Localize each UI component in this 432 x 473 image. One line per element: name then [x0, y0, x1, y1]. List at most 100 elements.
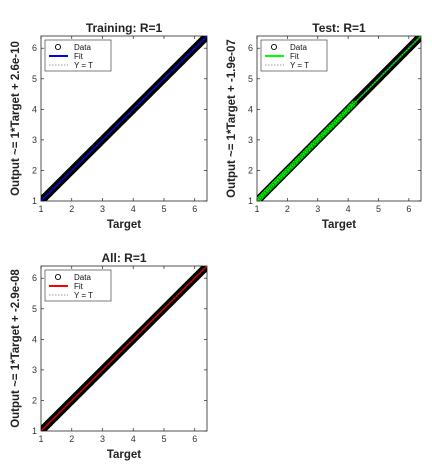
fit-overlay-marker: [291, 160, 297, 167]
y-tick-label: 1: [248, 196, 253, 206]
x-tick-label: 2: [69, 434, 74, 444]
fit-overlay-marker: [311, 141, 317, 147]
legend-entry-label: Y = T: [290, 61, 309, 70]
legend-entry-label: Fit: [74, 52, 84, 61]
fit-overlay-marker: [340, 112, 346, 118]
x-tick-label: 1: [38, 434, 43, 444]
fit-overlay-marker: [260, 191, 267, 198]
x-tick-label: 4: [346, 204, 351, 214]
data-layer: [41, 36, 207, 201]
fit-overlay-marker: [351, 100, 357, 106]
x-tick-label: 5: [161, 434, 166, 444]
y-tick-label: 3: [32, 135, 37, 145]
panel-title: Training: R=1: [86, 21, 163, 35]
data-point: [415, 36, 421, 42]
fit-overlay-marker: [345, 107, 351, 113]
fit-overlay-marker: [319, 133, 325, 139]
fit-overlay-marker: [257, 198, 260, 201]
x-axis-label: Target: [107, 449, 141, 461]
fit-overlay-marker: [335, 116, 341, 123]
fit-overlay-marker: [332, 120, 338, 126]
x-tick-label: 4: [131, 204, 136, 214]
regression-panel-3: All: R=1 Target Output ~= 1*Target + -2.9e…: [10, 251, 208, 461]
fit-overlay-marker: [327, 125, 333, 131]
y-axis-label: Output ~= 1*Target + -2.9e-08: [10, 269, 22, 428]
fit-overlay-marker: [273, 178, 279, 184]
legend-entry-label: Data: [74, 273, 91, 282]
legend-data-marker: [54, 43, 62, 51]
fit-overlay-marker: [316, 136, 322, 142]
fit-overlay-marker: [346, 105, 352, 111]
y-tick-label: 6: [32, 273, 37, 283]
y-tick-label: 5: [32, 304, 37, 314]
fit-overlay-marker: [296, 156, 302, 162]
fit-overlay-marker: [262, 190, 268, 196]
panel-title: All: R=1: [101, 251, 146, 265]
fit-overlay-marker: [312, 139, 318, 145]
data-point: [200, 36, 207, 43]
fit-overlay-marker: [267, 185, 273, 191]
data-point: [200, 266, 207, 273]
y-tick-label: 4: [248, 104, 253, 114]
fit-overlay-marker: [286, 165, 292, 171]
fit-overlay-marker: [330, 121, 336, 127]
x-axis-label: Target: [107, 219, 141, 231]
fit-overlay-marker: [314, 138, 320, 144]
x-tick-label: 3: [100, 204, 105, 214]
fit-overlay-marker: [325, 126, 331, 132]
x-tick-label: 4: [131, 434, 136, 444]
fit-overlay-marker: [338, 113, 344, 119]
y-tick-label: 3: [248, 135, 253, 145]
fit-overlay-marker: [341, 110, 348, 116]
x-tick-label: 5: [161, 204, 166, 214]
fit-overlay-marker: [257, 196, 262, 201]
fit-overlay-marker: [290, 162, 296, 168]
x-tick-label: 6: [406, 204, 411, 214]
legend-entry-label: Fit: [74, 282, 84, 291]
x-tick-label: 3: [315, 204, 320, 214]
fit-overlay-marker: [324, 128, 330, 134]
y-tick-label: 4: [32, 104, 37, 114]
fit-overlay-marker: [301, 151, 307, 157]
fit-overlay-marker: [322, 130, 328, 136]
y-tick-label: 6: [248, 43, 253, 53]
data-point: [417, 36, 421, 40]
fit-overlay-marker: [304, 147, 310, 154]
y-axis-label: Output ~= 1*Target + -1.9e-07: [226, 39, 238, 198]
legend-entry-label: Data: [74, 43, 91, 52]
fit-overlay-marker: [283, 169, 289, 175]
x-tick-label: 3: [100, 434, 105, 444]
fit-overlay-marker: [272, 180, 278, 186]
fit-overlay-marker: [259, 193, 265, 199]
x-tick-label: 1: [38, 204, 43, 214]
fit-overlay-marker: [288, 164, 294, 170]
fit-overlay-marker: [269, 183, 275, 189]
y-tick-label: 5: [32, 74, 37, 84]
x-tick-label: 6: [192, 434, 197, 444]
fit-overlay-marker: [293, 159, 299, 165]
x-tick-label: 6: [192, 204, 197, 214]
x-axis-label: Target: [322, 219, 356, 231]
fit-overlay-marker: [294, 157, 301, 163]
fit-overlay-marker: [270, 182, 276, 188]
fit-overlay-marker: [307, 144, 314, 150]
y-tick-label: 3: [32, 365, 37, 375]
fit-overlay-marker: [350, 102, 356, 108]
fit-overlay-marker: [277, 175, 283, 181]
fit-overlay-marker: [306, 146, 312, 152]
fit-overlay-marker: [337, 115, 343, 121]
y-tick-label: 1: [32, 426, 37, 436]
fit-overlay-marker: [303, 149, 309, 155]
fit-overlay-marker: [348, 103, 354, 110]
x-tick-label: 2: [285, 204, 290, 214]
fit-overlay-marker: [264, 188, 270, 194]
data-layer: [41, 266, 207, 431]
data-point: [201, 36, 207, 42]
fit-overlay-marker: [309, 143, 315, 149]
identity-line: [41, 36, 207, 201]
fit-overlay-marker: [281, 170, 288, 176]
fit-overlay-marker: [275, 177, 281, 183]
